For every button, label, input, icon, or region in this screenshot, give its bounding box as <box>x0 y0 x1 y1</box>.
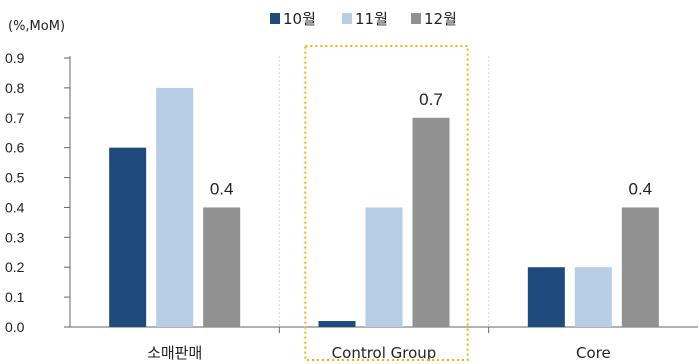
legend-swatch-10월 <box>270 13 280 24</box>
data-label-control-group: 0.7 <box>419 90 443 109</box>
y-tick-label: 0.5 <box>5 170 25 186</box>
y-axis: 0.0 0.1 0.2 0.3 0.4 0.5 0.6 0.7 0.8 0.9 <box>5 50 71 335</box>
y-tick-label: 0.4 <box>5 199 25 215</box>
category-label-control-group: Control Group <box>332 344 437 362</box>
category-label-core: Core <box>576 344 611 362</box>
bar-core-10월 <box>527 267 565 327</box>
highlight-box <box>304 45 469 361</box>
bar-소매판매-12월 <box>203 207 241 327</box>
legend-swatch-12월 <box>411 13 421 24</box>
unit-label: (%,MoM) <box>8 19 65 34</box>
bar-소매판매-10월 <box>109 147 147 327</box>
y-tick-label: 0.9 <box>5 50 25 66</box>
bars <box>109 87 659 328</box>
category-label-소매판매: 소매판매 <box>147 344 202 362</box>
bar-control-group-11월 <box>365 207 403 327</box>
bar-소매판매-11월 <box>156 87 194 327</box>
data-label-core: 0.4 <box>629 179 653 198</box>
y-tick-label: 0.7 <box>5 110 25 126</box>
bar-control-group-12월 <box>412 117 450 328</box>
legend-swatch-11월 <box>342 13 352 24</box>
legend-label-12월: 12월 <box>424 10 457 28</box>
bar-core-12월 <box>621 207 659 327</box>
data-label-소매판매: 0.4 <box>210 179 234 198</box>
y-tick-label: 0.6 <box>5 140 25 156</box>
data-labels: 0.4 0.7 0.4 <box>210 90 652 199</box>
y-tick-label: 0.1 <box>5 289 25 305</box>
bar-control-group-10월 <box>318 321 356 327</box>
y-tick-label: 0.2 <box>5 259 25 275</box>
legend-label-11월: 11월 <box>355 10 388 28</box>
legend: 10월 11월 12월 <box>270 10 457 28</box>
legend-label-10월: 10월 <box>283 10 316 28</box>
y-tick-label: 0.3 <box>5 229 25 245</box>
bar-core-11월 <box>574 267 612 327</box>
y-tick-label: 0.0 <box>5 319 25 335</box>
y-tick-label: 0.8 <box>5 80 25 96</box>
